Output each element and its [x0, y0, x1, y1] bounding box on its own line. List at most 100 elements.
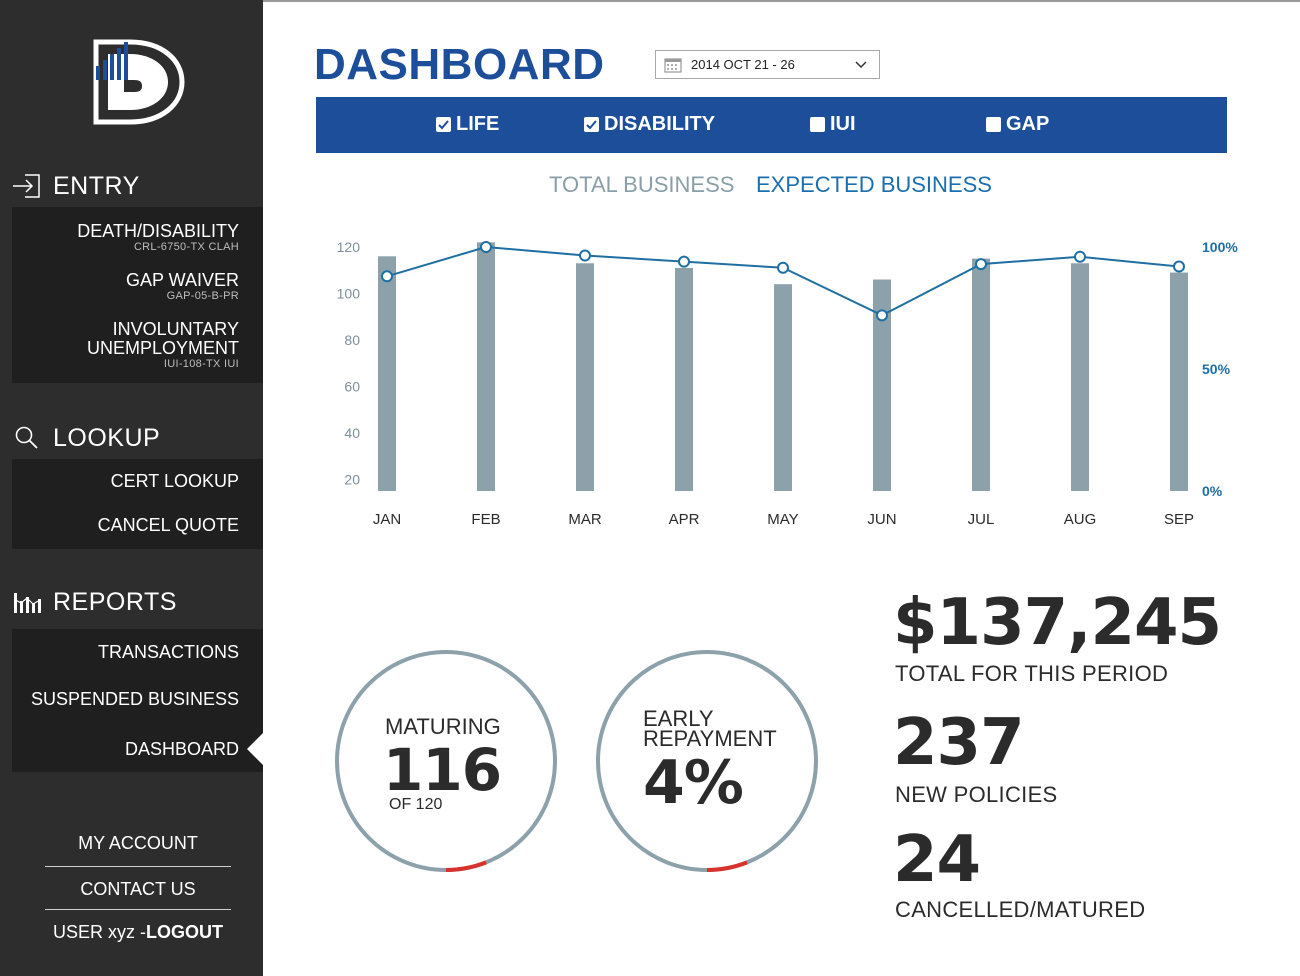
y-tick-label: 60: [344, 378, 360, 394]
chart-point: [777, 261, 789, 274]
chart-bar: [477, 242, 495, 491]
y-tick-label: 120: [337, 239, 361, 255]
sidebar-item-cert-lookup[interactable]: CERT LOOKUP: [111, 472, 239, 491]
chart-point: [678, 255, 690, 268]
x-tick-label: SEP: [1164, 511, 1194, 528]
divider: [45, 866, 231, 867]
y-tick-label: 100: [337, 285, 361, 301]
new-policies-value: 237: [893, 706, 1025, 780]
maturing-value: 116: [383, 736, 502, 804]
active-item-indicator: [247, 733, 263, 765]
date-range-select[interactable]: 2014 OCT 21 - 26: [655, 50, 880, 79]
filter-label: GAP: [1006, 113, 1050, 135]
chart-point: [1074, 250, 1086, 263]
sidebar-item-code: IUI-108-TX IUI: [163, 358, 239, 370]
sidebar-item-label: UNEMPLOYMENT: [86, 338, 239, 358]
y2-tick-label: 100%: [1202, 239, 1238, 255]
chart-bar: [378, 256, 396, 491]
date-range-value: 2014 OCT 21 - 26: [691, 57, 795, 72]
total-amount-value: $137,245: [893, 586, 1222, 660]
checkbox-unchecked-icon: [810, 117, 825, 132]
filter-label: IUI: [830, 113, 856, 135]
entry-icon: [10, 171, 44, 201]
contact-us-link[interactable]: CONTACT US: [80, 879, 196, 899]
tab-total-business[interactable]: TOTAL BUSINESS: [549, 172, 735, 197]
user-logout: USER xyz -LOGOUT: [45, 922, 231, 943]
sidebar-item-label: DASHBOARD: [124, 739, 239, 759]
chart-bar: [774, 284, 792, 491]
early-repayment-label-line1: EARLY: [643, 706, 714, 731]
sidebar-item-transactions[interactable]: TRANSACTIONS: [98, 643, 239, 662]
filter-gap[interactable]: GAP: [986, 113, 1049, 136]
y2-tick-label: 50%: [1202, 361, 1231, 377]
y-tick-label: 40: [344, 425, 360, 441]
early-repayment-label-line2: REPAYMENT: [643, 726, 777, 751]
tab-expected-business[interactable]: EXPECTED BUSINESS: [756, 172, 992, 197]
chart-point: [579, 249, 591, 262]
chart-point: [381, 270, 393, 283]
my-account-link[interactable]: MY ACCOUNT: [78, 833, 198, 853]
lookup-label: LOOKUP: [53, 423, 161, 452]
x-tick-label: AUG: [1064, 511, 1097, 528]
checkbox-unchecked-icon: [986, 117, 1001, 132]
maturing-ring: [335, 650, 557, 872]
bar-chart-icon: [10, 587, 44, 617]
filter-label: DISABILITY: [604, 113, 716, 135]
reports-section-header[interactable]: REPORTS: [10, 587, 177, 617]
search-icon: [10, 423, 44, 453]
product-filter-bar: LIFE DISABILITY IUI GAP: [316, 97, 1227, 153]
chart-bar: [576, 263, 594, 491]
chart-bar: [675, 267, 693, 491]
y2-tick-label: 0%: [1202, 483, 1223, 499]
sidebar-item-label: SUSPENDED BUSINESS: [30, 689, 239, 709]
sidebar-item-code: CRL-6750-TX CLAH: [133, 241, 239, 253]
chart-bar: [873, 279, 891, 491]
chart-bar: [972, 258, 990, 491]
x-tick-label: MAY: [767, 511, 798, 528]
top-divider: [263, 0, 1300, 2]
filter-life[interactable]: LIFE: [436, 113, 499, 136]
maturing-sub: OF 120: [389, 796, 443, 813]
sidebar-item-label: TRANSACTIONS: [97, 642, 239, 662]
x-tick-label: APR: [669, 511, 700, 528]
x-tick-label: JUL: [968, 511, 995, 528]
sidebar-item-dashboard[interactable]: DASHBOARD: [125, 740, 239, 759]
cancelled-value: 24: [893, 823, 981, 897]
total-amount-label: TOTAL FOR THIS PERIOD: [895, 661, 1169, 686]
filter-iui[interactable]: IUI: [810, 113, 856, 136]
sidebar-item-gap-waiver[interactable]: GAP WAIVER GAP-05-B-PR: [125, 270, 239, 303]
maturing-label: MATURING: [385, 714, 501, 739]
sidebar: ENTRY DEATH/DISABILITY CRL-6750-TX CLAH …: [0, 0, 263, 976]
chart-point: [1173, 260, 1185, 273]
sidebar-item-label: CERT LOOKUP: [110, 471, 239, 491]
lookup-submenu: CERT LOOKUP CANCEL QUOTE: [12, 459, 263, 549]
sidebar-item-cancel-quote[interactable]: CANCEL QUOTE: [98, 516, 239, 535]
filter-label: LIFE: [456, 113, 500, 135]
sidebar-item-involuntary-unemployment[interactable]: INVOLUNTARY UNEMPLOYMENT IUI-108-TX IUI: [86, 319, 239, 371]
sidebar-item-label: CANCEL QUOTE: [97, 515, 239, 535]
chart-point: [480, 241, 492, 253]
sidebar-item-label: INVOLUNTARY: [112, 319, 239, 339]
entry-submenu: DEATH/DISABILITY CRL-6750-TX CLAH GAP WA…: [12, 207, 263, 383]
reports-submenu: TRANSACTIONS SUSPENDED BUSINESS DASHBOAR…: [12, 629, 263, 772]
entry-section-header[interactable]: ENTRY: [10, 171, 140, 201]
x-tick-label: MAR: [568, 511, 602, 528]
new-policies-label: NEW POLICIES: [895, 782, 1058, 807]
checkbox-checked-icon: [436, 117, 451, 132]
filter-disability[interactable]: DISABILITY: [584, 113, 715, 136]
chart-bar: [1170, 272, 1188, 491]
chart-point: [975, 258, 987, 271]
business-chart: 20 40 60 80 100 120 100% 50% 0% JAN FEB MAR APR MAY JU…: [337, 239, 1239, 528]
page-title: DASHBOARD: [314, 40, 605, 89]
early-repayment-value: 4%: [643, 748, 744, 818]
sidebar-item-suspended-business[interactable]: SUSPENDED BUSINESS: [31, 690, 239, 709]
user-label: USER xyz -: [52, 922, 146, 942]
x-tick-label: FEB: [471, 511, 500, 528]
sidebar-item-code: GAP-05-B-PR: [166, 290, 239, 302]
calendar-icon: [664, 57, 682, 73]
sidebar-item-label: GAP WAIVER: [125, 270, 239, 290]
sidebar-item-death-disability[interactable]: DEATH/DISABILITY CRL-6750-TX CLAH: [77, 222, 239, 254]
lookup-section-header[interactable]: LOOKUP: [10, 423, 160, 453]
logout-link[interactable]: LOGOUT: [146, 922, 223, 942]
